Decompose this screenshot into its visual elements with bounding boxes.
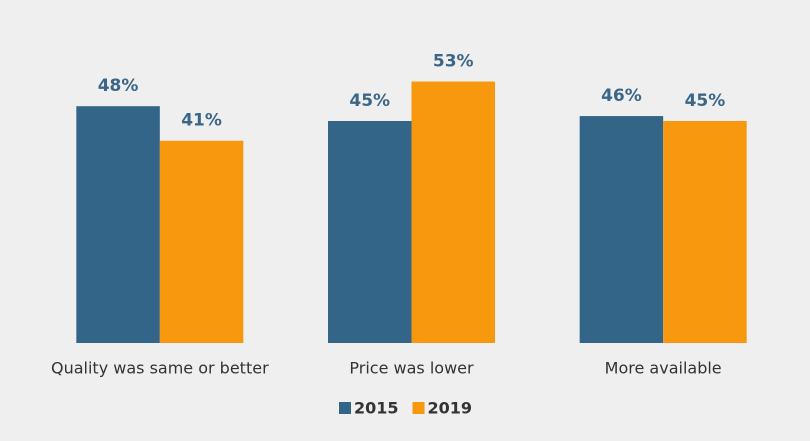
- bar: [579, 116, 664, 343]
- legend-label: 2019: [428, 399, 473, 418]
- bar: [328, 121, 412, 343]
- x-tick-label: Price was lower: [349, 359, 474, 378]
- value-label: 45%: [685, 91, 726, 111]
- bar: [411, 81, 495, 344]
- value-label: 53%: [433, 52, 474, 72]
- legend-swatch: [412, 402, 425, 414]
- bar: [76, 106, 160, 343]
- value-label: 48%: [98, 76, 139, 96]
- value-label: 45%: [349, 91, 390, 111]
- value-label: 41%: [181, 111, 222, 131]
- bar: [663, 121, 747, 343]
- x-tick-label: Quality was same or better: [51, 359, 269, 378]
- x-tick-label: More available: [605, 359, 722, 378]
- bar: [159, 140, 244, 343]
- legend-label: 2015: [354, 399, 399, 418]
- value-label: 46%: [601, 86, 642, 106]
- legend-swatch: [339, 402, 351, 414]
